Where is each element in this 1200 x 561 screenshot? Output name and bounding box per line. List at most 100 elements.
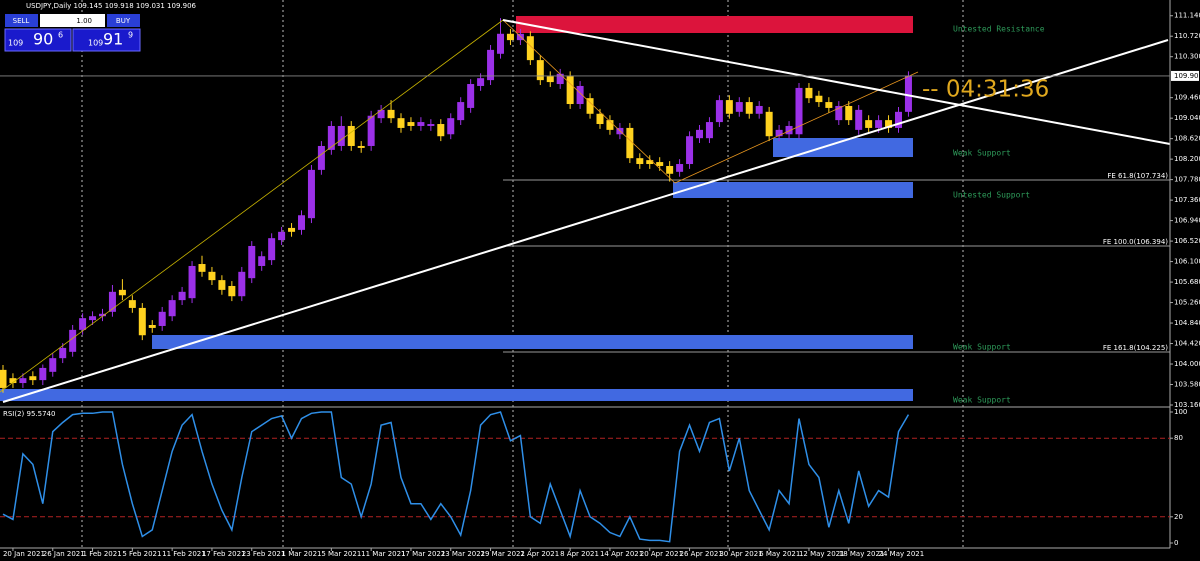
candle-body <box>845 105 853 121</box>
candle-body <box>347 125 355 146</box>
buy-button[interactable] <box>107 14 140 27</box>
candle-body <box>447 118 455 135</box>
support-zone <box>152 335 913 349</box>
candle-body <box>128 300 136 308</box>
candle-body <box>238 271 246 297</box>
candle-body <box>596 113 604 125</box>
x-tick-label: 2 Apr 2021 <box>520 550 559 558</box>
candle-body <box>49 358 57 372</box>
rsi-line <box>2 411 910 543</box>
ask-box[interactable] <box>72 28 141 52</box>
candle-body <box>39 367 47 381</box>
candle-body <box>99 313 106 317</box>
y-tick-label: 105.680 <box>1174 278 1200 286</box>
lot-input[interactable] <box>40 14 105 27</box>
support-zone <box>0 389 913 401</box>
candle-body <box>904 75 912 112</box>
sell-label[interactable]: SELL <box>13 17 30 25</box>
candle-body <box>168 300 176 317</box>
y-tick-label: 104.420 <box>1174 340 1200 348</box>
bid-main[interactable]: 90 <box>33 30 53 49</box>
lot-value[interactable]: 1.00 <box>76 17 92 25</box>
bid-big[interactable]: 109 <box>8 39 23 48</box>
candle-body <box>367 115 375 146</box>
candle-body <box>69 329 77 352</box>
fe-levels <box>503 179 1170 353</box>
candle-body <box>715 100 723 123</box>
y-tick-label: 106.520 <box>1174 237 1200 245</box>
y-tick-label: 111.140 <box>1174 12 1200 20</box>
y-tick-label: 100 <box>1174 408 1187 416</box>
candle-body <box>865 120 873 128</box>
candle-body <box>357 145 365 148</box>
y-tick-label: 110.720 <box>1174 32 1200 40</box>
ask-big[interactable]: 109 <box>88 39 103 48</box>
fe-label: FE 61.8(107.734) <box>1107 172 1168 180</box>
y-tick-label: 107.360 <box>1174 196 1200 204</box>
zone-label: Weak Support <box>953 396 1011 405</box>
sell-button[interactable] <box>5 14 38 27</box>
candle-body <box>506 33 514 41</box>
x-tick-label: 23 Mar 2021 <box>441 550 485 558</box>
x-tick-label: 12 May 2021 <box>799 550 845 558</box>
bid-box[interactable] <box>4 28 72 52</box>
x-tick-label: 26 Jan 2021 <box>43 550 85 558</box>
candle-body <box>895 111 902 128</box>
candle-body <box>29 376 37 381</box>
candle-body <box>497 33 504 54</box>
x-tick-label: 17 Mar 2021 <box>401 550 445 558</box>
candle-body <box>19 378 27 384</box>
candle-body <box>427 124 435 126</box>
countdown: -- 04:31:36 <box>922 77 1049 103</box>
trend-line <box>2 39 1169 403</box>
candle-body <box>79 318 87 330</box>
ask-main[interactable]: 91 <box>103 30 123 49</box>
candle-body <box>686 136 694 165</box>
x-tick-label: 6 May 2021 <box>759 550 800 558</box>
candle-body <box>785 125 793 135</box>
indicator-title: RSI(2) 95.5740 <box>3 410 55 418</box>
candle-body <box>576 85 584 105</box>
resistance-zone <box>516 16 913 33</box>
ask-small[interactable]: 9 <box>128 31 133 40</box>
candle-body <box>556 73 564 85</box>
candle-body <box>118 289 126 296</box>
zone-label: Weak Support <box>953 343 1011 352</box>
y-tick-label: 105.260 <box>1174 299 1200 307</box>
candle-body <box>745 102 753 114</box>
candle-body <box>248 245 256 279</box>
candle-body <box>327 125 335 150</box>
candle-body <box>268 238 276 261</box>
candle-body <box>417 122 425 126</box>
candle-body <box>477 78 485 86</box>
zone-label: Untested Support <box>953 191 1030 200</box>
candle-body <box>298 215 305 230</box>
candle-body <box>815 95 823 103</box>
y-tick-label: 103.580 <box>1174 381 1200 389</box>
x-tick-label: 11 Feb 2021 <box>162 550 206 558</box>
candle-body <box>178 291 186 301</box>
candle-body <box>437 124 445 137</box>
candle-body <box>108 291 116 312</box>
candle-body <box>775 129 783 137</box>
buy-label[interactable]: BUY <box>116 17 131 25</box>
candle-body <box>407 122 415 126</box>
candle-body <box>337 125 345 146</box>
candle-body <box>696 129 703 139</box>
y-tick-label: 106.100 <box>1174 258 1200 266</box>
candle-body <box>875 120 883 128</box>
candle-body <box>835 105 843 121</box>
candle-body <box>795 87 803 135</box>
candle-body <box>307 169 315 219</box>
y-tick-label: 109.460 <box>1174 94 1200 102</box>
candle-body <box>317 145 325 170</box>
y-tick-label: 0 <box>1174 539 1178 547</box>
candle-body <box>805 87 813 99</box>
bid-small[interactable]: 6 <box>58 31 63 40</box>
x-tick-label: 14 Apr 2021 <box>600 550 643 558</box>
candle-body <box>636 158 644 165</box>
candle-body <box>855 109 863 130</box>
candle-body <box>278 231 286 241</box>
